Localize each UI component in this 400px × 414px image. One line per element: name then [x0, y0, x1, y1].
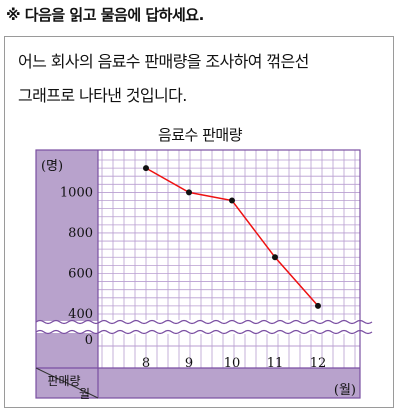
- x-axis-unit: (월): [334, 383, 356, 398]
- question-text: 어느 회사의 음료수 판매량을 조사하여 꺾은선 그래프로 나타낸 것입니다.: [18, 45, 388, 113]
- x-axis-panel: [98, 368, 360, 398]
- chart-frame: [35, 149, 361, 399]
- data-point: [229, 197, 235, 204]
- question-line-2: 그래프로 나타낸 것입니다.: [18, 86, 187, 105]
- x-tick-label: 8: [142, 356, 150, 371]
- corner-label-top: 판매량: [47, 374, 80, 388]
- x-tick-label: 12: [310, 356, 327, 371]
- axis-break-wave: [35, 329, 373, 335]
- data-point: [143, 165, 149, 172]
- y-tick-label: 0: [85, 333, 93, 348]
- instruction-text: ※ 다음을 읽고 물음에 답하세요.: [6, 6, 204, 24]
- y-tick-label: 400: [68, 307, 93, 322]
- y-tick-label: 600: [68, 266, 93, 281]
- corner-label-bottom: 월: [79, 387, 90, 401]
- data-point: [315, 302, 321, 309]
- y-tick-label: 800: [68, 226, 93, 241]
- axis-break-wave: [35, 319, 373, 325]
- y-tick-label: 1000: [60, 185, 93, 200]
- question-line-1: 어느 회사의 음료수 판매량을 조사하여 꺾은선: [18, 52, 309, 71]
- corner-diagonal: [35, 367, 99, 399]
- data-point: [272, 254, 278, 261]
- x-tick-label: 9: [185, 356, 193, 371]
- chart-title: 음료수 판매량: [157, 126, 243, 144]
- x-tick-label: 11: [267, 356, 284, 371]
- x-tick-label: 10: [224, 356, 241, 371]
- plot-area: [98, 150, 360, 368]
- y-axis-unit: (명): [41, 159, 63, 174]
- y-axis-panel: [36, 150, 98, 398]
- data-point: [186, 189, 192, 196]
